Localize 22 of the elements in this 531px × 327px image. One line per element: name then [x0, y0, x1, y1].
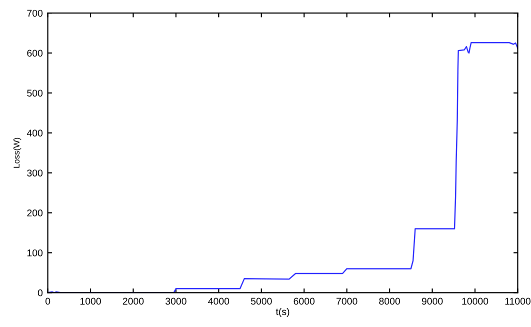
y-tick-label: 400 [26, 130, 43, 137]
x-tick-label: 6000 [294, 298, 315, 305]
x-tick-label: 9000 [422, 298, 443, 305]
x-tick-label: 4000 [208, 298, 230, 305]
y-tick-label: 700 [27, 10, 43, 17]
y-tick-label: 200 [27, 210, 43, 216]
x-tick-label: 2000 [122, 298, 144, 305]
y-tick-label: 500 [27, 90, 43, 97]
x-tick-label: 10000 [462, 298, 488, 305]
x-tick-label: 11000 [505, 298, 531, 305]
x-tick-label: 8000 [379, 298, 400, 305]
y-tick-label: 300 [27, 170, 43, 176]
y-tick-label: 100 [27, 249, 43, 256]
x-tick-label: 5000 [250, 298, 272, 305]
y-tick-label: 600 [27, 50, 43, 57]
y-axis-title: Loss(W) [13, 138, 22, 168]
x-tick-label: 3000 [166, 298, 186, 305]
y-tick-label: 0 [38, 289, 43, 296]
x-tick-label: 1000 [80, 298, 101, 305]
x-axis-title: t(s) [276, 308, 290, 318]
x-tick-label: 0 [45, 298, 50, 305]
x-tick-label: 7000 [336, 298, 358, 305]
